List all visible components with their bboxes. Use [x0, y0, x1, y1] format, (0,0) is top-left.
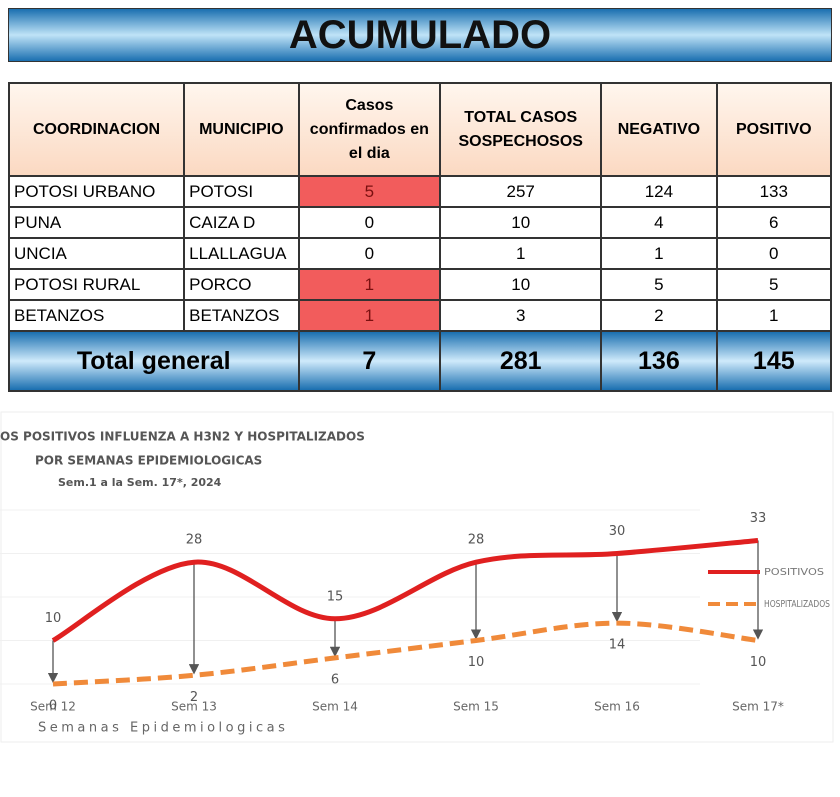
column-header: MUNICIPIO [183, 82, 300, 177]
data-label: 28 [186, 533, 203, 548]
legend-label: POSITIVOS [764, 567, 824, 578]
data-label: 30 [609, 524, 626, 539]
chart: OS POSITIVOS INFLUENZA A H3N2 Y HOSPITAL… [0, 411, 834, 743]
table-cell: POTOSI URBANO [7, 175, 186, 208]
chart-subtitle: POR SEMANAS EPIDEMIOLOGICAS [35, 454, 262, 468]
table-cell: 0 [297, 206, 442, 239]
table-cell: PUNA [7, 206, 186, 239]
x-tick-label: Sem 15 [453, 700, 499, 714]
table-row: UNCIA LLALLAGUA 0 1 1 0 [7, 237, 833, 270]
header-row: COORDINACION MUNICIPIO Casos confirmados e… [7, 82, 833, 177]
table-cell: POTOSI RURAL [7, 268, 186, 301]
total-cell: 136 [600, 330, 718, 392]
table-cell: 2 [600, 299, 718, 332]
table-cell: 10 [439, 268, 603, 301]
data-label: 10 [45, 611, 62, 626]
total-cell: 145 [715, 330, 833, 392]
chart-frame [0, 411, 834, 743]
data-label: 33 [750, 511, 767, 526]
data-label: 28 [468, 533, 485, 548]
data-label: 15 [327, 589, 344, 604]
total-cell: 7 [297, 330, 442, 392]
table-cell: 5 [715, 268, 833, 301]
table-cell: CAIZA D [183, 206, 300, 239]
summary-table: COORDINACION MUNICIPIO Casos confirmados e… [7, 82, 833, 392]
table-cell: 3 [439, 299, 603, 332]
table-row: BETANZOS BETANZOS 1 3 2 1 [7, 299, 833, 332]
data-label: 10 [750, 655, 767, 670]
data-label: 14 [609, 638, 626, 653]
table-cell: 1 [715, 299, 833, 332]
table-cell: BETANZOS [183, 299, 300, 332]
chart-title: OS POSITIVOS INFLUENZA A H3N2 Y HOSPITAL… [0, 430, 365, 444]
table-cell: LLALLAGUA [183, 237, 300, 270]
total-row: Total general 7 281 136 145 [8, 330, 833, 392]
banner-title: ACUMULADO [8, 8, 832, 62]
data-label: 6 [331, 672, 339, 687]
table-cell: 4 [600, 206, 718, 239]
total-cell: 281 [439, 330, 603, 392]
table-cell: 5 [600, 268, 718, 301]
table-row: POTOSI RURAL PORCO 1 10 5 5 [7, 268, 833, 301]
legend-label: HOSPITALIZADOS [764, 599, 830, 610]
table-cell: 6 [715, 206, 833, 239]
table-cell: UNCIA [7, 237, 186, 270]
column-header: POSITIVO [715, 82, 833, 177]
x-tick-label: Sem 17* [732, 700, 784, 714]
data-label: 10 [468, 655, 485, 670]
table-cell: 1 [600, 237, 718, 270]
table-cell: 5 [297, 175, 442, 208]
table-cell: 1 [439, 237, 603, 270]
table-cell: BETANZOS [7, 299, 186, 332]
table-cell: 10 [439, 206, 603, 239]
column-header: TOTAL CASOS SOSPECHOSOS [439, 82, 603, 177]
table-cell: PORCO [183, 268, 300, 301]
x-tick-label: Sem 12 [30, 700, 76, 714]
total-cell: Total general [8, 330, 300, 392]
data-label: 2 [190, 690, 198, 705]
chart-subtitle: Sem.1 a la Sem. 17*, 2024 [58, 476, 222, 489]
table-cell: 133 [715, 175, 833, 208]
x-tick-label: Sem 16 [594, 700, 640, 714]
table-cell: 1 [297, 299, 442, 332]
data-label: 0 [49, 699, 57, 714]
column-header: Casos confirmados en el dia [297, 82, 442, 177]
table-cell: 0 [715, 237, 833, 270]
x-axis-label: Semanas Epidemiologicas [38, 721, 288, 736]
table-cell: 124 [600, 175, 718, 208]
column-header: NEGATIVO [600, 82, 718, 177]
table-cell: 0 [297, 237, 442, 270]
table-cell: 257 [439, 175, 603, 208]
table-cell: 1 [297, 268, 442, 301]
table-row: POTOSI URBANO POTOSI 5 257 124 133 [7, 175, 833, 208]
column-header: COORDINACION [7, 82, 186, 177]
table-cell: POTOSI [183, 175, 300, 208]
series-line [51, 537, 759, 643]
x-tick-label: Sem 13 [171, 700, 217, 714]
table-row: PUNA CAIZA D 0 10 4 6 [7, 206, 833, 239]
x-tick-label: Sem 14 [312, 700, 358, 714]
